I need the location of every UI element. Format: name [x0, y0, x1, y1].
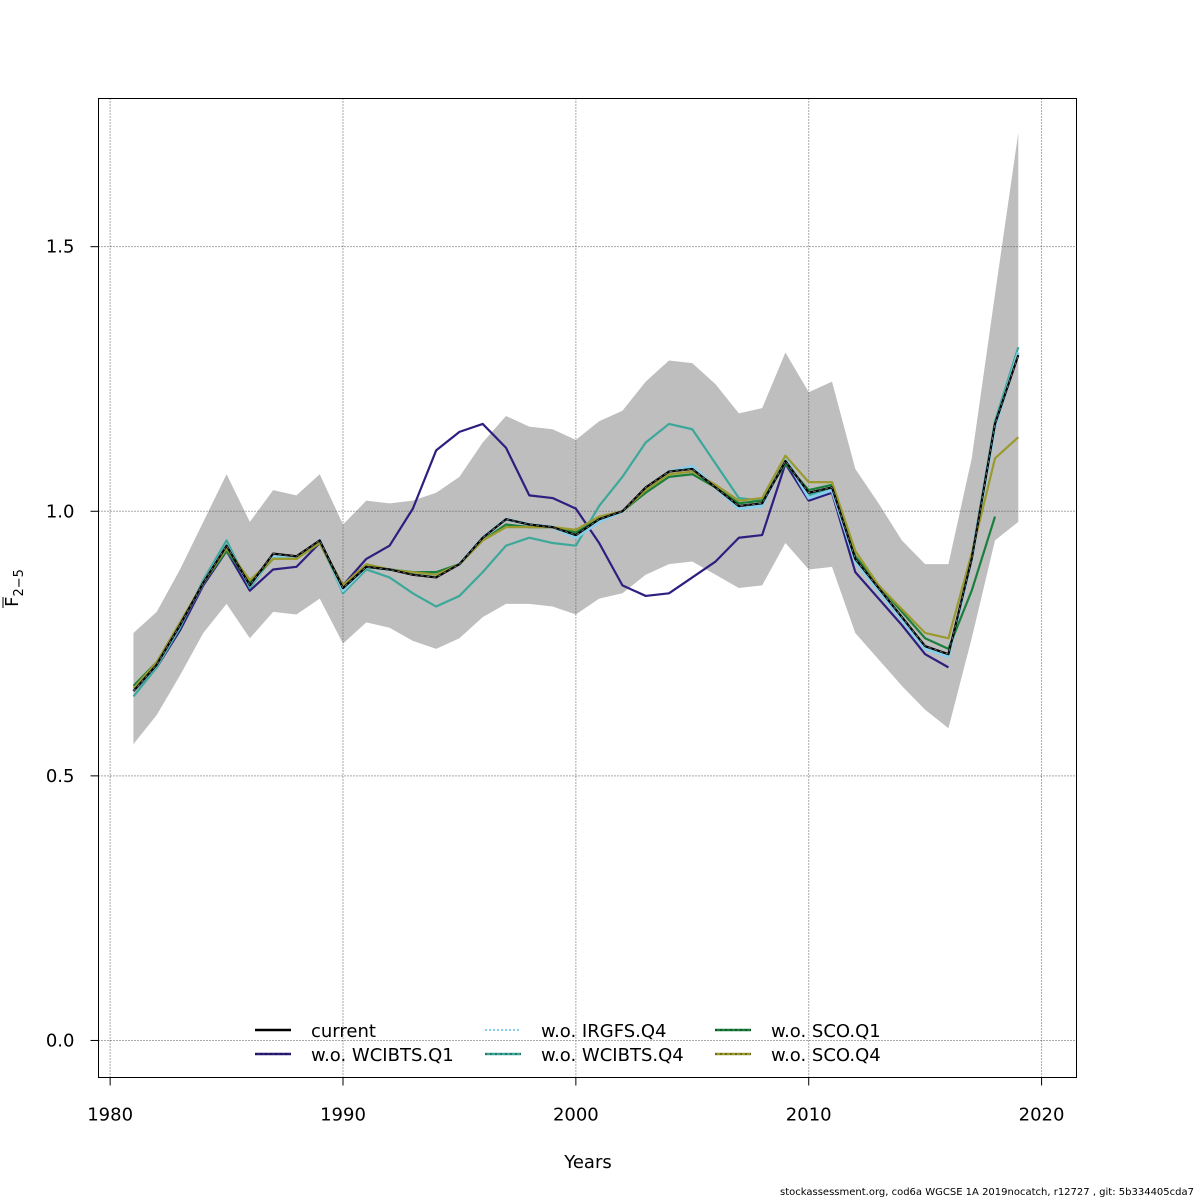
x-tick-label: 2020	[1019, 1105, 1065, 1126]
y-tick-label: 1.5	[46, 237, 75, 258]
x-tick-label: 2010	[786, 1105, 832, 1126]
x-tick-label: 2000	[553, 1105, 599, 1126]
legend-item: w.o. IRGFS.Q4	[485, 1021, 667, 1042]
series-line-w-o-irgfs-q4	[132, 352, 1020, 693]
legend-label: current	[311, 1021, 376, 1042]
legend-label: w.o. SCO.Q4	[771, 1045, 881, 1066]
legend-label: w.o. SCO.Q1	[771, 1021, 881, 1042]
x-axis-title: Years	[563, 1152, 612, 1173]
series-line-current-overlay	[133, 355, 1019, 692]
y-axis-title-sub: 2−5	[12, 569, 27, 596]
y-tick-label: 0.5	[46, 766, 75, 787]
legend-item: w.o. SCO.Q1	[715, 1021, 881, 1042]
footer-caption: stockassessment.org, cod6a WGCSE 1A 2019…	[780, 1187, 1194, 1198]
series-layer	[132, 346, 1020, 698]
y-axis-title-main: F	[2, 597, 23, 607]
legend-item: current	[255, 1021, 376, 1042]
legend-label: w.o. IRGFS.Q4	[541, 1021, 667, 1042]
legend-label: w.o. WCIBTS.Q4	[541, 1045, 684, 1066]
y-tick-label: 0.0	[46, 1030, 75, 1051]
x-tick-label: 1980	[87, 1105, 133, 1126]
y-axis: 0.0 0.5 1.0 1.5	[46, 237, 99, 1051]
y-tick-label: 1.0	[46, 501, 75, 522]
legend-item: w.o. SCO.Q4	[715, 1045, 881, 1066]
svg-text:F2−5: F2−5	[2, 569, 27, 607]
legend-item: w.o. WCIBTS.Q1	[255, 1045, 454, 1066]
series-line-w-o-wcibts-q1	[132, 422, 949, 692]
y-axis-title: F2−5	[2, 569, 27, 608]
confidence-band-layer	[133, 132, 1019, 745]
x-axis: 1980 1990 2000 2010 2020	[87, 1077, 1065, 1126]
x-tick-label: 1990	[320, 1105, 366, 1126]
series-line-w-o-sco-q4	[132, 436, 1020, 690]
legend-label: w.o. WCIBTS.Q1	[311, 1045, 454, 1066]
confidence-band	[133, 132, 1019, 745]
legend: current w.o. WCIBTS.Q1 w.o. IRGFS.Q4 w.o. W…	[255, 1021, 881, 1066]
legend-item: w.o. WCIBTS.Q4	[485, 1045, 684, 1066]
